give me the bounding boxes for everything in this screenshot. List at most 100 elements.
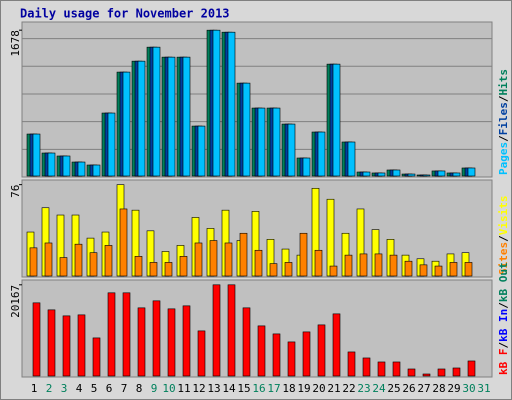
bar [326,198,335,277]
bar [107,112,116,177]
bar [389,254,398,277]
bar [437,368,446,377]
x-tick-label: 15 [237,382,250,395]
bar [269,263,278,277]
x-tick-label: 8 [136,382,143,395]
x-tick-label: 13 [207,382,220,395]
bar [254,249,263,277]
x-tick-label: 19 [297,382,310,395]
x-tick-label: 29 [447,382,460,395]
bar [212,29,221,177]
x-tick-label: 22 [342,382,355,395]
bar [212,284,221,377]
bar [92,164,101,177]
bar [224,242,233,277]
bar [137,307,146,377]
bar [164,262,173,277]
x-tick-label: 3 [61,382,68,395]
bar [314,249,323,277]
panel [21,279,493,378]
bar [257,325,266,377]
bar [104,245,113,277]
bar [374,253,383,277]
bar [197,330,206,377]
bar [242,307,251,377]
bar [89,252,98,277]
bar [209,240,218,277]
x-tick-label: 4 [76,382,83,395]
x-tick-label: 12 [192,382,205,395]
bar [329,265,338,277]
bar [407,173,416,177]
x-tick-label: 26 [402,382,415,395]
x-tick-label: 24 [372,382,386,395]
bar [92,337,101,377]
y-tick-label: 20167 [9,285,22,318]
bar [59,257,68,277]
legend-entry: Visits [497,196,510,236]
x-tick-label: 2 [46,382,53,395]
bar [32,133,41,177]
bar [302,331,311,377]
bar [227,284,236,377]
legend-entry: kB In [497,309,510,342]
bar [167,308,176,377]
bar [464,262,473,277]
bar [299,232,308,277]
bar [359,253,368,277]
x-tick-label: 17 [267,382,280,395]
bar [404,260,413,277]
bar [344,254,353,277]
x-tick-label: 7 [121,382,128,395]
bar [167,56,176,177]
bar [302,157,311,177]
legend-separator: / [497,235,510,242]
bar [452,367,461,377]
bar [392,169,401,177]
bar [149,262,158,277]
bar [422,174,431,177]
x-tick-label: 11 [177,382,190,395]
bar [347,141,356,177]
bar [239,232,248,277]
x-tick-label: 18 [282,382,295,395]
legend-entry: kB F [497,349,510,376]
x-tick-label: 5 [91,382,98,395]
bar [377,172,386,177]
bar [437,170,446,177]
bar [44,242,53,277]
y-tick-label: 76 [9,185,22,198]
bar [467,167,476,177]
bar [77,314,86,377]
bar [317,131,326,177]
bar [47,152,56,177]
bar [77,161,86,177]
bar [419,264,428,277]
bar [287,123,296,177]
bar [332,63,341,177]
bar [62,315,71,377]
legend: Sites/Visits [497,196,510,276]
bar [284,262,293,277]
x-tick-label: 30 [462,382,475,395]
x-tick-label: 16 [252,382,265,395]
chart-title: Daily usage for November 2013 [20,7,230,21]
bar [134,256,143,277]
bar [74,243,83,277]
x-tick-label: 6 [106,382,113,395]
bar [272,333,281,377]
bar [179,256,188,277]
x-tick-label: 10 [162,382,175,395]
bar [362,171,371,177]
x-tick-label: 25 [387,382,400,395]
bar [152,300,161,377]
bar [227,31,236,177]
bar [29,247,38,277]
bar [119,208,128,277]
bar [122,71,131,177]
x-tick-label: 1 [31,382,38,395]
x-tick-label: 14 [222,382,236,395]
bar [362,357,371,377]
bar [407,368,416,377]
